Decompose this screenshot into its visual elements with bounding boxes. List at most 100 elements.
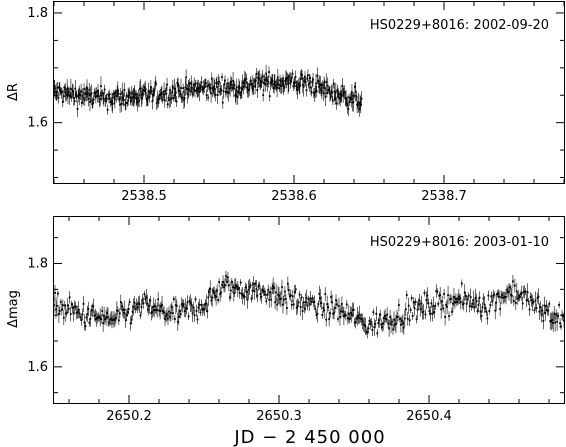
data-point — [427, 298, 430, 309]
data-point — [129, 316, 132, 331]
data-point — [89, 92, 91, 112]
data-point — [197, 301, 200, 314]
data-point — [267, 75, 270, 88]
data-point — [314, 85, 317, 99]
data-point — [383, 310, 386, 326]
data-point — [518, 293, 521, 302]
data-point — [171, 302, 173, 312]
data-point — [196, 314, 199, 325]
data-point — [507, 286, 509, 298]
data-point — [79, 314, 82, 321]
data-point — [493, 291, 496, 299]
data-point — [340, 85, 342, 103]
data-point — [381, 322, 384, 333]
data-point — [284, 286, 286, 297]
data-point — [133, 87, 135, 107]
data-point — [80, 314, 83, 326]
data-point — [178, 304, 181, 318]
data-point — [312, 297, 315, 308]
data-point — [279, 292, 281, 306]
data-point — [242, 292, 245, 300]
data-point — [269, 286, 272, 298]
data-point — [463, 284, 466, 302]
data-point — [182, 83, 185, 93]
data-point — [446, 299, 448, 315]
data-point — [206, 303, 209, 319]
data-point — [328, 86, 331, 94]
data-point — [449, 294, 451, 305]
data-point — [456, 293, 459, 305]
data-point — [224, 278, 226, 292]
data-point — [307, 69, 309, 81]
data-point — [359, 94, 361, 111]
data-point — [440, 300, 443, 319]
data-point — [485, 307, 488, 317]
data-point — [350, 306, 353, 323]
data-point — [179, 310, 182, 319]
data-point — [282, 77, 285, 96]
data-point — [106, 306, 108, 320]
data-point — [407, 297, 410, 314]
data-point — [262, 74, 265, 92]
data-point — [414, 297, 417, 306]
data-point — [214, 88, 217, 102]
data-point — [292, 299, 295, 310]
data-point — [484, 304, 487, 312]
data-point — [345, 98, 348, 108]
data-point — [111, 311, 113, 329]
data-point — [273, 282, 276, 294]
data-point — [271, 73, 274, 89]
data-point — [139, 79, 142, 98]
data-point — [430, 299, 433, 308]
data-point — [123, 82, 126, 97]
data-point — [248, 279, 251, 296]
data-point — [71, 83, 74, 97]
data-point — [447, 285, 449, 305]
data-point — [391, 317, 393, 326]
data-point — [174, 87, 176, 103]
data-point — [326, 295, 329, 313]
data-point — [346, 312, 349, 325]
data-point — [136, 301, 139, 314]
data-point — [244, 282, 247, 293]
data-point — [318, 285, 321, 303]
data-point — [145, 289, 148, 306]
data-point — [491, 296, 494, 307]
data-point — [61, 96, 64, 108]
data-point — [401, 314, 404, 333]
data-point — [298, 290, 301, 299]
data-point — [67, 87, 70, 96]
data-point — [154, 75, 157, 90]
data-point — [293, 284, 296, 299]
data-point — [480, 309, 483, 323]
data-point — [248, 83, 251, 96]
data-point — [353, 318, 356, 327]
data-point — [241, 74, 244, 92]
data-point — [234, 277, 237, 294]
data-point — [255, 68, 258, 80]
data-point — [499, 302, 502, 316]
data-point — [85, 314, 88, 321]
data-point — [310, 87, 313, 97]
data-point — [270, 292, 273, 308]
data-point — [221, 73, 223, 81]
x-tick-label: 2538.7 — [421, 189, 467, 204]
data-point — [275, 283, 277, 302]
data-point — [103, 91, 105, 107]
data-point — [289, 72, 292, 89]
data-point — [246, 290, 249, 309]
data-point — [77, 301, 80, 319]
data-point — [348, 98, 351, 106]
data-point — [217, 74, 220, 94]
data-point — [523, 285, 526, 299]
data-point — [127, 87, 130, 106]
data-point — [190, 298, 193, 312]
data-point — [73, 300, 76, 314]
data-point — [227, 83, 230, 102]
data-point — [488, 307, 491, 315]
data-point — [117, 315, 120, 326]
data-point — [154, 299, 157, 314]
data-point — [104, 315, 106, 323]
data-point — [124, 98, 127, 111]
data-point — [236, 281, 239, 297]
